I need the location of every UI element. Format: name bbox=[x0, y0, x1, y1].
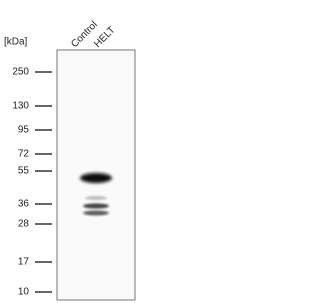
marker-ladder: 250 130 95 72 55 36 28 17 10 bbox=[12, 67, 52, 298]
band bbox=[80, 173, 112, 183]
marker-label: 10 bbox=[18, 287, 30, 298]
marker-label: 250 bbox=[12, 67, 29, 78]
band bbox=[85, 196, 107, 200]
marker-label: 130 bbox=[12, 101, 29, 112]
marker-label: 36 bbox=[18, 199, 30, 210]
marker-label: 95 bbox=[18, 125, 30, 136]
marker-label: 17 bbox=[18, 257, 30, 268]
marker-label: 72 bbox=[18, 149, 30, 160]
band bbox=[83, 203, 109, 209]
marker-label: 28 bbox=[18, 219, 30, 230]
marker-label: 55 bbox=[18, 166, 30, 177]
bands bbox=[80, 173, 112, 216]
unit-label: [kDa] bbox=[4, 37, 28, 48]
band bbox=[83, 210, 109, 216]
